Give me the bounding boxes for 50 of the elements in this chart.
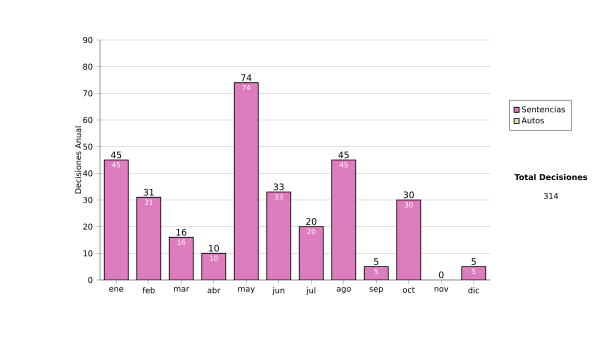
total-label: 0 [438,271,444,278]
total-label: 74 [241,74,252,81]
y-axis-title: Decisiones Anual [74,126,82,194]
total-label: 5 [472,258,476,265]
y-tick-label: 60 [83,116,92,124]
bar [396,200,422,280]
bar [168,236,194,280]
text: Total Decisiones [514,174,588,180]
x-tick-label: oct [402,287,415,293]
y-tick-label: 30 [83,196,92,204]
bar [234,82,259,280]
x-tick-label: jul [306,287,316,295]
bar [331,160,356,280]
y-tick-label: 10 [84,250,92,256]
total-label: 45 [110,152,122,158]
total-label: 30 [404,191,414,198]
x-tick-label: mar [174,287,190,292]
y-tick-label: 0 [88,276,92,284]
bar [136,196,162,280]
y-tick-label: 40 [83,170,92,176]
x-tick-label: ago [336,287,351,294]
x-tick-label: nov [434,287,448,292]
bar [364,266,388,280]
x-tick-label: abr [208,287,220,294]
total-label: 31 [144,188,154,196]
x-tick-label: feb [142,287,155,294]
x-tick-label: ene [109,287,124,292]
bar [461,266,486,280]
x-tick-label: sep [370,287,383,294]
y-tick-label: 50 [83,144,92,150]
text: 314 [544,192,558,200]
x-tick-label: dic [468,287,480,294]
bar [266,192,292,280]
total-label: 20 [306,218,316,225]
bar [298,226,324,280]
y-tick-label: 70 [83,90,92,96]
total-label: 5 [374,258,378,265]
legend-label: Sentencias [522,106,565,112]
legend-label: Autos [522,117,544,124]
total-label: 10 [209,244,219,252]
y-tick-label: 20 [83,224,92,230]
y-tick-label: 90 [83,36,92,44]
x-tick-label: jun [272,287,284,295]
total-label: 33 [274,183,284,190]
x-tick-label: may [238,287,255,294]
total-label: 16 [176,228,186,236]
total-label: 45 [338,152,349,158]
bar [201,252,226,280]
y-tick-label: 80 [83,64,92,70]
bar [104,160,129,280]
